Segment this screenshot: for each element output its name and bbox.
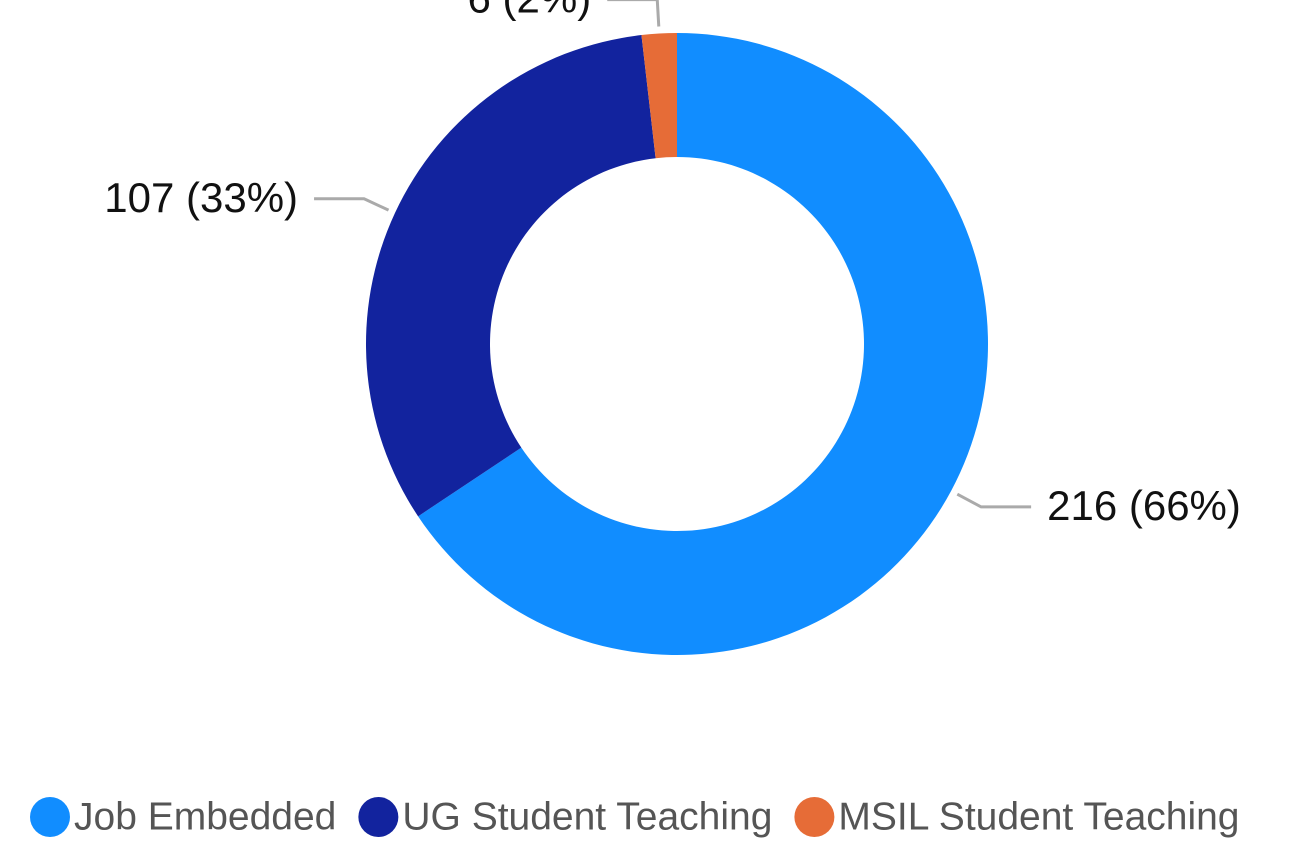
donut-slice [418, 33, 988, 655]
leader-line [956, 492, 1032, 509]
legend-label: MSIL Student Teaching [838, 795, 1239, 838]
legend-label: Job Embedded [74, 795, 336, 838]
data-label: 216 (66%) [1047, 482, 1241, 529]
donut-slice [366, 35, 656, 517]
leader-line [314, 197, 390, 212]
data-label: 6 (2%) [468, 0, 592, 22]
legend-swatch [358, 797, 399, 837]
legend-label: UG Student Teaching [402, 795, 772, 838]
legend-swatch [30, 797, 70, 837]
data-label: 107 (33%) [104, 174, 298, 221]
donut-slice [641, 33, 677, 159]
leader-line [607, 0, 661, 27]
legend-swatch [794, 797, 835, 837]
